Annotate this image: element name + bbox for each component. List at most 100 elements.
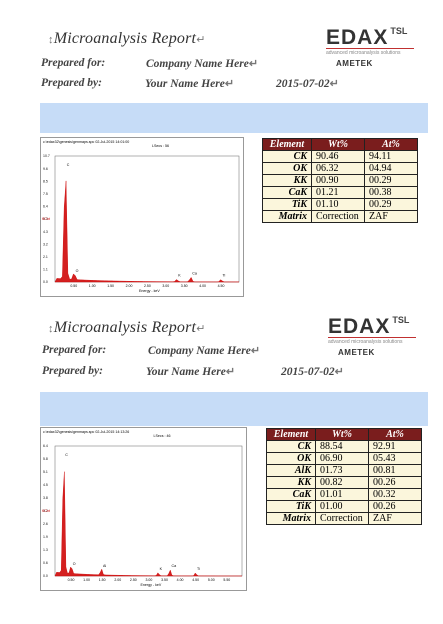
y-tick-label: 0.6 [43, 561, 48, 565]
element-cell: OK [262, 162, 312, 175]
y-tick-label: 1.9 [43, 535, 48, 539]
table-header-cell: Element [266, 428, 316, 441]
value-cell: 90.46 [311, 150, 365, 163]
x-tick-label: 5.00 [208, 578, 215, 582]
edax-logo: EDAX TSL advanced microanalysis solutions… [326, 26, 414, 68]
value-cell: 94.11 [364, 150, 418, 163]
plot-frame [54, 155, 240, 283]
x-tick-label: 2.50 [144, 284, 151, 288]
x-tick-label: 0.50 [68, 578, 75, 582]
peak-label: Ti [197, 567, 200, 571]
table-header-row: Element Wt% At% [266, 428, 422, 441]
x-tick-label: 4.50 [218, 284, 225, 288]
ametek-logo: AMETEK [336, 59, 373, 68]
x-tick-label: 3.00 [146, 578, 153, 582]
y-tick-label: 5.3 [43, 217, 48, 221]
ametek-logo: AMETEK [338, 348, 375, 357]
element-cell: AlK [266, 464, 316, 477]
report-date: 2015-07-02↵ [281, 366, 344, 378]
x-tick-label: 0.50 [70, 284, 77, 288]
table-row: OK 06.90 05.43 [266, 452, 422, 465]
table-row: TiK 01.10 00.29 [262, 198, 418, 211]
table-header-row: Element Wt% At% [262, 138, 418, 151]
table-header-cell: At% [364, 138, 418, 151]
element-cell: CaK [266, 488, 316, 501]
table-row: TiK 01.00 00.26 [266, 500, 422, 513]
prepared-by-label: Prepared by: [42, 365, 103, 377]
table-row: CaK 01.21 00.38 [262, 186, 418, 199]
spectrum-svg: c:\edax32\genesis\genmaps.spc 02-Jul-201… [42, 140, 240, 293]
y-tick-label: 5.8 [43, 457, 48, 461]
value-cell: 92.91 [368, 440, 422, 453]
table-row: Matrix Correction ZAF [262, 210, 418, 223]
peak-label: Ca [192, 271, 197, 275]
value-cell: 00.26 [368, 500, 422, 513]
y-tick-label: 3.2 [43, 509, 48, 513]
y-tick-label: 6.4 [43, 205, 48, 209]
x-tick-label: 3.50 [181, 284, 188, 288]
y-axis-label: KCnt [42, 509, 50, 513]
y-tick-label: 3.8 [43, 496, 48, 500]
edax-logo: EDAX TSL advanced microanalysis solutions… [328, 315, 416, 357]
x-tick-label: 1.00 [83, 578, 90, 582]
element-cell: Matrix [262, 210, 312, 223]
y-tick-label: 2.1 [43, 255, 48, 259]
x-tick-label: 5.50 [223, 578, 230, 582]
value-cell: ZAF [364, 210, 418, 223]
value-cell: 00.26 [368, 476, 422, 489]
spectrum-trace [54, 471, 243, 577]
peak-label: C [65, 453, 68, 457]
spectrum-chart: c:\edax32\genesis\genmaps.spc 02-Jul-201… [40, 427, 247, 591]
company-name: Company Name Here↵ [148, 345, 261, 357]
x-tick-label: 3.00 [162, 284, 169, 288]
peak-label: O [73, 562, 76, 566]
report-2: ↕Microanalysis Report↵ Prepared for: Com… [0, 307, 443, 607]
report-title: ↕Microanalysis Report↵ [48, 319, 206, 336]
value-cell: 00.90 [311, 174, 365, 187]
x-axis-label: Energy - keV [141, 583, 162, 587]
table-row: Matrix Correction ZAF [266, 512, 422, 525]
x-axis-label: Energy - keV [139, 289, 160, 293]
prepared-by-label: Prepared by: [41, 77, 102, 89]
element-cell: CK [266, 440, 316, 453]
x-tick-label: 2.00 [114, 578, 121, 582]
y-tick-label: 2.6 [43, 522, 48, 526]
table-header-cell: Wt% [311, 138, 365, 151]
results-table: Element Wt% At% CK 90.46 94.11 OK 06.32 04.94 KK 0… [262, 138, 418, 223]
blue-band [40, 392, 428, 426]
spectrum-lsec: LSecs : 56 [152, 144, 169, 148]
table-row: CK 88.54 92.91 [266, 440, 422, 453]
y-axis-label: KCnt [42, 217, 50, 221]
value-cell: 00.38 [364, 186, 418, 199]
peak-label: Ti [222, 274, 225, 278]
value-cell: 01.73 [315, 464, 369, 477]
x-tick-label: 1.50 [107, 284, 114, 288]
table-row: CaK 01.01 00.32 [266, 488, 422, 501]
peak-label: Al [103, 564, 106, 568]
preparer-name: Your Name Here↵ [146, 366, 236, 378]
table-header-cell: Element [262, 138, 312, 151]
value-cell: 06.32 [311, 162, 365, 175]
x-tick-label: 4.00 [177, 578, 184, 582]
value-cell: 04.94 [364, 162, 418, 175]
x-tick-label: 1.00 [89, 284, 96, 288]
table-row: CK 90.46 94.11 [262, 150, 418, 163]
element-cell: OK [266, 452, 316, 465]
spectrum-lsec: LSecs : 46 [154, 434, 171, 438]
y-tick-label: 9.6 [43, 167, 48, 171]
element-cell: TiK [266, 500, 316, 513]
value-cell: 00.29 [364, 198, 418, 211]
x-tick-label: 2.00 [126, 284, 133, 288]
spectrum-header: c:\edax32\genesis\genmaps.spc 02-Jul-201… [43, 430, 129, 434]
y-tick-label: 0.0 [43, 574, 48, 578]
table-row: AlK 01.73 00.81 [266, 464, 422, 477]
x-tick-label: 2.50 [130, 578, 137, 582]
blue-band [40, 103, 428, 133]
y-tick-label: 0.0 [43, 280, 48, 284]
y-tick-label: 5.1 [43, 470, 48, 474]
y-tick-label: 1.3 [43, 548, 48, 552]
y-tick-label: 1.1 [43, 268, 48, 272]
spectrum-chart: c:\edax32\genesis\genmaps.spc 02-Jul-201… [40, 137, 244, 297]
results-table: Element Wt% At% CK 88.54 92.91 OK 06.90 05.43 AlK… [266, 428, 422, 525]
element-cell: KK [262, 174, 312, 187]
